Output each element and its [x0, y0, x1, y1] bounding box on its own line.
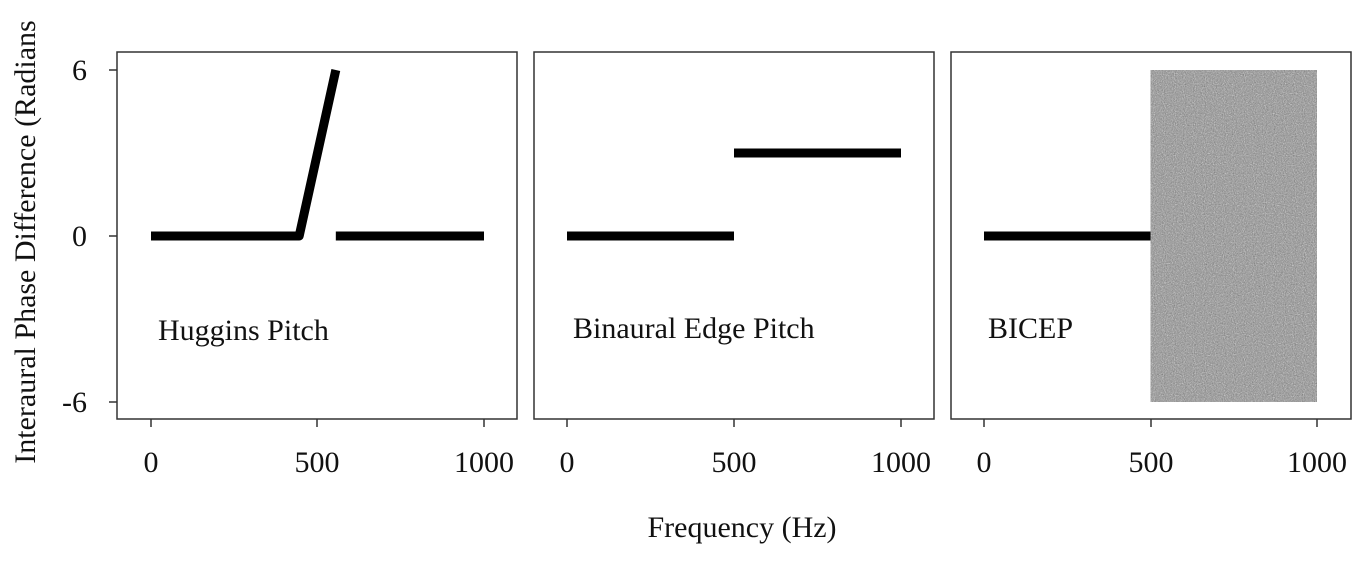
noise-band [1150, 70, 1317, 402]
x-tick-label: 1000 [454, 446, 514, 479]
series-line [151, 69, 341, 241]
x-tick-label: 500 [295, 446, 340, 479]
x-tick-label: 500 [1129, 446, 1174, 479]
x-axis-label: Frequency (Hz) [647, 511, 836, 544]
x-tick-label: 1000 [871, 446, 931, 479]
y-axis-label: Interaural Phase Difference (Radians [9, 20, 42, 463]
noise-band-texture [1150, 70, 1317, 402]
x-tick-label: 0 [977, 446, 992, 479]
y-tick-label: 6 [72, 54, 87, 87]
y-tick-label: -6 [62, 386, 87, 419]
panel-annotation: Huggins Pitch [158, 314, 329, 347]
y-axis: 6 0 -6 [62, 54, 117, 419]
y-tick-label: 0 [72, 220, 87, 253]
x-axis: 0 500 1000 [977, 419, 1347, 479]
series-layer [567, 148, 901, 241]
x-tick-label: 0 [560, 446, 575, 479]
panel-huggins: Huggins Pitch 0 500 1000 6 0 -6 [62, 51, 518, 479]
x-axis: 0 500 1000 [560, 419, 931, 479]
panel-bicep: BICEP 0 500 1000 [950, 51, 1352, 479]
x-tick-label: 1000 [1287, 446, 1347, 479]
x-tick-label: 0 [144, 446, 159, 479]
panel-annotation: BICEP [988, 312, 1073, 345]
panel-binaural-edge: Binaural Edge Pitch 0 500 1000 [533, 51, 935, 479]
panel-annotation: Binaural Edge Pitch [573, 312, 815, 345]
x-tick-label: 500 [712, 446, 757, 479]
series-layer [151, 69, 484, 241]
x-axis: 0 500 1000 [144, 419, 514, 479]
